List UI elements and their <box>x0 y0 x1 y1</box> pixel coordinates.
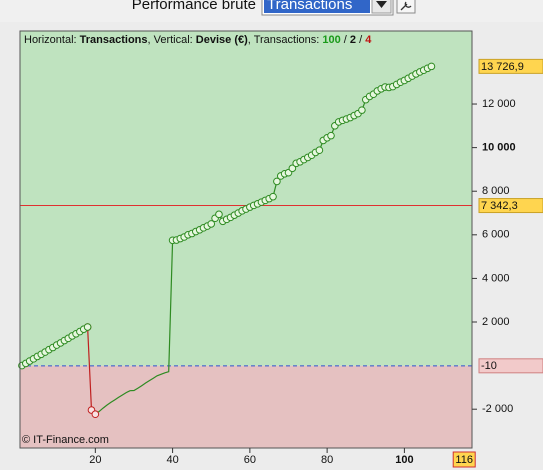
info-part: 2 <box>350 34 356 46</box>
x-tick-label: 100 <box>395 454 413 466</box>
info-part: Horizontal: <box>24 34 80 46</box>
x-tick-label: 80 <box>321 454 333 466</box>
trade-marker <box>427 62 436 71</box>
level-label: 7 342,3 <box>481 200 518 212</box>
select[interactable]: Transactions <box>261 0 394 16</box>
level-label-box <box>478 358 543 374</box>
plot-frame <box>19 30 473 449</box>
y-tick-label: 2 000 <box>482 316 510 328</box>
area-below <box>20 365 472 448</box>
info-part: 100 <box>322 34 340 46</box>
x-tick-label: 40 <box>166 454 178 466</box>
x-tick-label: 20 <box>89 454 101 466</box>
y-tick-label: 4 000 <box>482 272 510 284</box>
wrench-icon <box>400 1 412 11</box>
y-tick-label: 10 000 <box>482 142 516 154</box>
info-part: Devise (€) <box>196 34 248 46</box>
trade-marker <box>215 210 223 219</box>
y-tick-label: 12 000 <box>482 98 516 110</box>
select-arrow <box>376 1 387 8</box>
trade-marker <box>91 410 100 419</box>
info-part: Transactions <box>80 34 148 46</box>
info-line: Horizontal: Transactions, Vertical: Devi… <box>24 34 372 46</box>
info-part: 4 <box>365 34 372 46</box>
trade-marker <box>273 177 281 186</box>
level-label: 13 726,9 <box>481 61 524 73</box>
x-marker-label: 116 <box>455 454 473 466</box>
header-label: Performance brute <box>132 0 256 13</box>
trade-marker <box>269 192 277 201</box>
y-tick-label: 6 000 <box>482 229 510 241</box>
level-label-box <box>478 198 543 214</box>
trade-marker <box>288 164 297 173</box>
info-part: , Vertical: <box>148 34 196 46</box>
trade-marker <box>358 106 366 114</box>
level-label-box <box>478 58 543 74</box>
trade-marker <box>315 146 324 155</box>
info-part: , Transactions: <box>248 34 323 46</box>
info-part: / <box>356 34 365 46</box>
trade-marker <box>327 131 335 140</box>
level-label: -10 <box>481 360 497 372</box>
x-tick-label: 60 <box>244 454 256 466</box>
equity-line <box>94 240 174 415</box>
y-tick-label: 8 000 <box>482 185 510 197</box>
trade-marker <box>83 323 92 331</box>
select-value: Transactions <box>267 0 352 13</box>
info-part: / <box>341 34 350 46</box>
x-marker-box <box>452 451 476 468</box>
select-highlight <box>264 0 370 13</box>
y-tick-label: -2 000 <box>482 403 513 415</box>
trade-marker <box>207 220 216 228</box>
copyright: © IT-Finance.com <box>22 434 109 446</box>
